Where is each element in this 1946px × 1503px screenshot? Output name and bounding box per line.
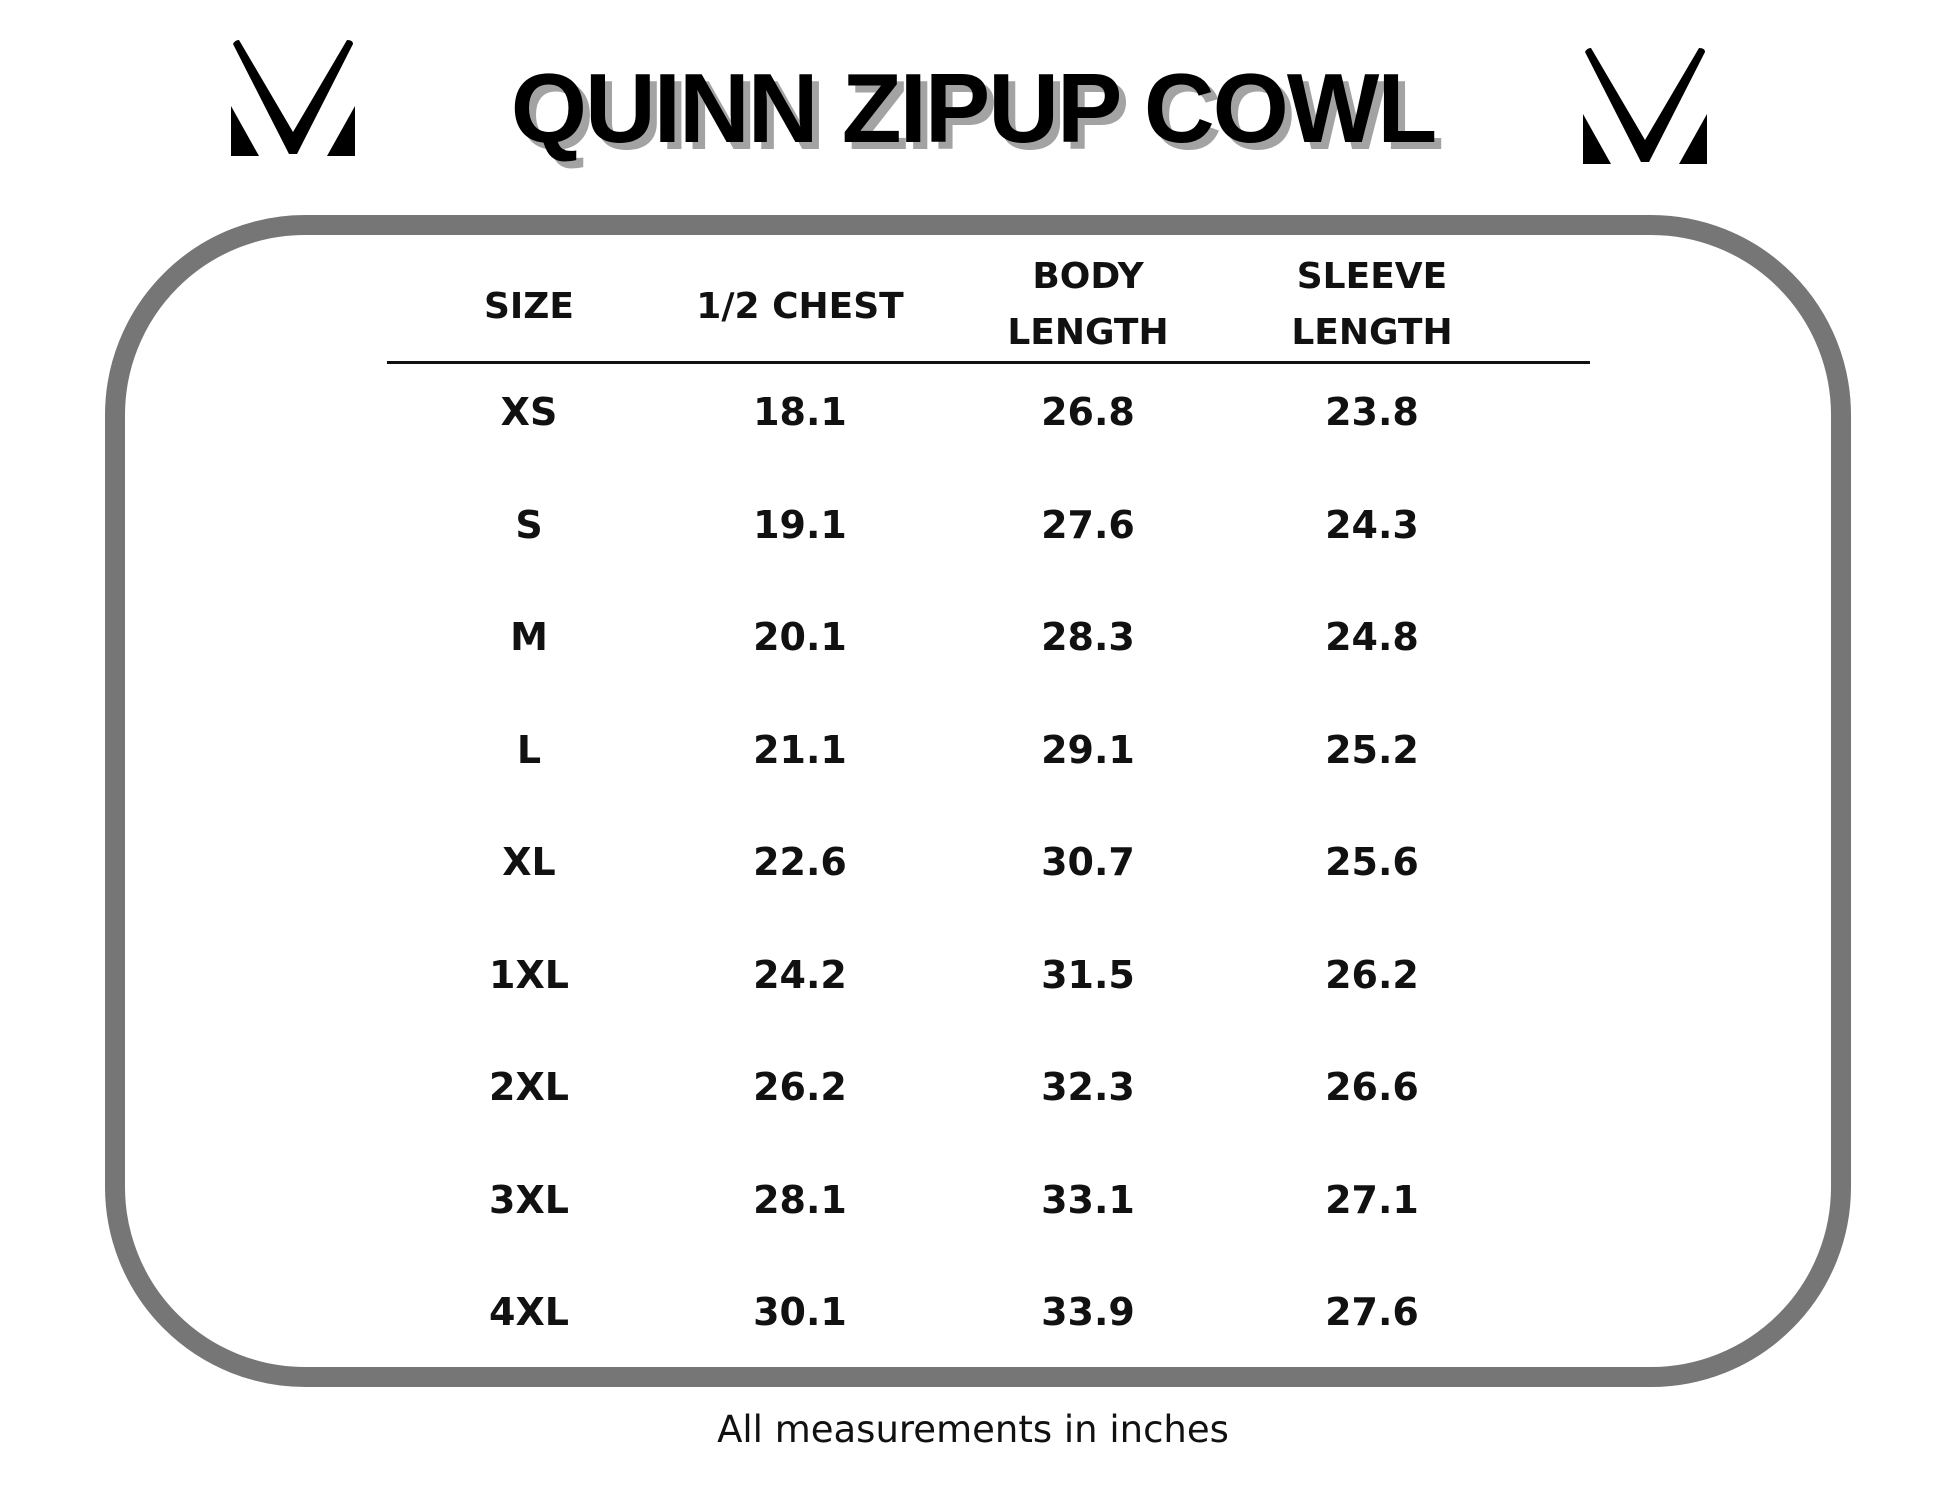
size-label: M xyxy=(510,615,548,659)
measurement-cell: 27.6 xyxy=(1325,1290,1419,1334)
column-header: SIZE xyxy=(369,279,689,335)
size-label: XL xyxy=(502,840,556,884)
measurement-cell: 25.2 xyxy=(1325,727,1419,772)
column-header-line: 1/2 CHEST xyxy=(696,286,904,327)
measurement-cell: 24.2 xyxy=(753,952,847,997)
m-logo-icon xyxy=(1583,48,1707,164)
measurement-cell: 26.2 xyxy=(753,1065,847,1109)
measurement-cell: 33.9 xyxy=(1041,1290,1135,1334)
size-label: 1XL xyxy=(489,952,569,997)
measurement-cell: 20.1 xyxy=(753,615,847,659)
size-label: 2XL xyxy=(489,1065,569,1109)
measurement-cell: 32.3 xyxy=(1041,1065,1135,1109)
measurement-cell: 26.6 xyxy=(1325,1065,1419,1109)
measurement-cell: 30.7 xyxy=(1041,840,1135,884)
header-divider xyxy=(387,361,1590,364)
measurement-cell: 29.1 xyxy=(1041,727,1135,772)
size-label: S xyxy=(515,502,543,547)
measurement-cell: 18.1 xyxy=(753,390,847,434)
column-header: BODY LENGTH xyxy=(928,249,1248,361)
measurement-cell: 24.3 xyxy=(1325,502,1419,547)
column-header-line: SIZE xyxy=(483,286,575,327)
measurement-cell: 26.2 xyxy=(1325,952,1419,997)
size-label: 3XL xyxy=(489,1177,569,1222)
page-title: QUINN ZIPUP COWL xyxy=(510,53,1437,163)
column-header-line: BODY xyxy=(1032,256,1144,297)
column-header-line: LENGTH xyxy=(1291,312,1453,353)
measurement-cell: 33.1 xyxy=(1041,1177,1135,1222)
measurement-cell: 30.1 xyxy=(753,1290,847,1334)
measurement-cell: 27.1 xyxy=(1325,1177,1419,1222)
measurement-cell: 28.3 xyxy=(1041,615,1135,659)
measurement-cell: 24.8 xyxy=(1325,615,1419,659)
size-chart-frame xyxy=(105,215,1851,1387)
measurement-note: All measurements in inches xyxy=(717,1408,1229,1451)
size-label: 4XL xyxy=(489,1290,569,1334)
column-header-line: LENGTH xyxy=(1007,312,1169,353)
measurement-cell: 31.5 xyxy=(1041,952,1135,997)
measurement-cell: 27.6 xyxy=(1041,502,1135,547)
measurement-cell: 26.8 xyxy=(1041,390,1135,434)
measurement-cell: 21.1 xyxy=(753,727,847,772)
measurement-cell: 22.6 xyxy=(753,840,847,884)
m-logo-icon xyxy=(231,40,355,156)
size-label: L xyxy=(516,727,542,772)
column-header-line: SLEEVE xyxy=(1296,256,1448,297)
measurement-cell: 19.1 xyxy=(753,502,847,547)
size-label: XS xyxy=(500,390,558,434)
measurement-cell: 28.1 xyxy=(753,1177,847,1222)
measurement-cell: 25.6 xyxy=(1325,840,1419,884)
column-header: SLEEVE LENGTH xyxy=(1212,249,1532,361)
column-header: 1/2 CHEST xyxy=(640,279,960,335)
measurement-cell: 23.8 xyxy=(1325,390,1419,434)
